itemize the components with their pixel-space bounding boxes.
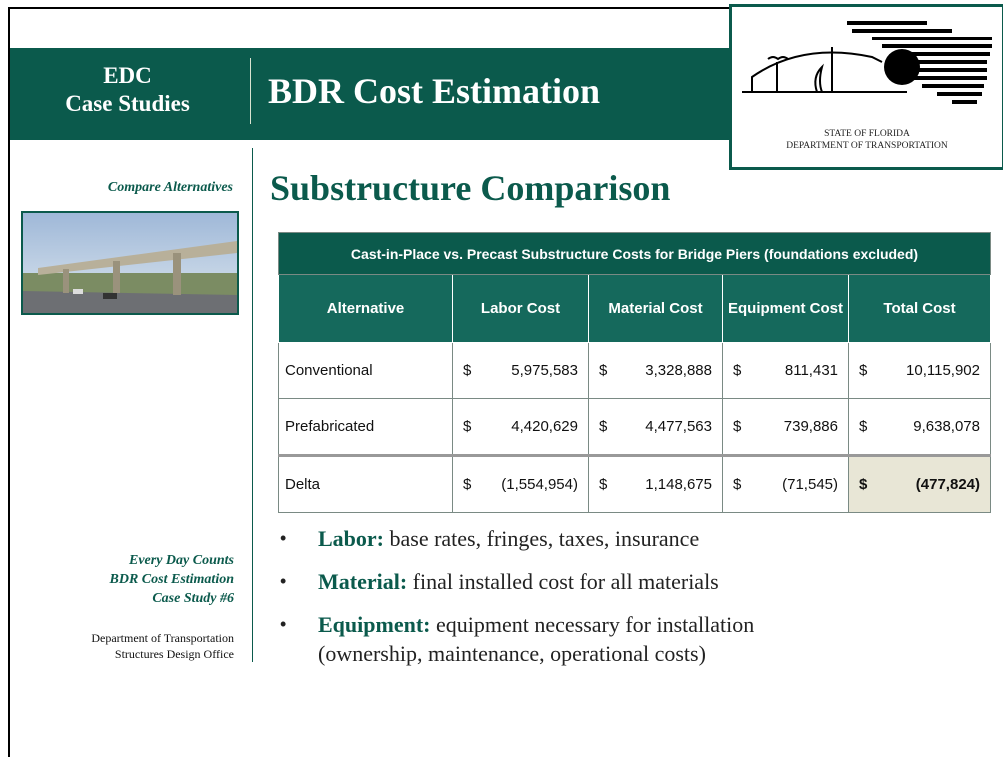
- cost-cell: $5,975,583: [452, 342, 589, 399]
- cost-cell: $ (71,545): [722, 454, 849, 513]
- cost-cell: $3,328,888: [588, 342, 723, 399]
- text: Department of Transportation: [91, 631, 234, 645]
- currency-symbol: $: [463, 362, 472, 379]
- sidebar-series: Every Day Counts BDR Cost Estimation Case …: [110, 551, 234, 608]
- bullet: Equipment: equipment necessary for insta…: [278, 610, 754, 668]
- header-row: Alternative Labor Cost Material Cost Equipm…: [278, 274, 991, 343]
- table-row: Prefabricated $4,420,629 $4,477,563 $739,88…: [278, 398, 991, 456]
- bullet-text: base rates, fringes, taxes, insurance: [389, 526, 700, 551]
- column-header: Equipment Cost: [722, 274, 849, 343]
- text: Every Day Counts: [129, 553, 234, 568]
- divider: [252, 148, 253, 662]
- table-row: Conventional $5,975,583 $3,328,888 $811,431…: [278, 342, 991, 399]
- bullet-text: equipment necessary for installation: [435, 612, 755, 637]
- amount: 4,420,629: [511, 418, 578, 435]
- amount: 10,115,902: [906, 362, 980, 379]
- text: Structures Design Office: [114, 647, 234, 661]
- column-header: Material Cost: [588, 274, 723, 343]
- divider: [250, 58, 251, 124]
- cost-table: Cast-in-Place vs. Precast Substructure C…: [278, 232, 991, 513]
- photo: [21, 211, 239, 315]
- amount: 9,638,078: [913, 418, 980, 435]
- amount: 1,148,675: [645, 476, 712, 493]
- frame-line: [8, 7, 733, 9]
- cost-cell: $ (1,554,954): [452, 454, 589, 513]
- bullet: Labor: base rates, fringes, taxes, insur…: [278, 524, 754, 553]
- amount: (71,545): [782, 476, 838, 493]
- bullet-term: Labor:: [318, 526, 384, 551]
- logo-art: [742, 21, 992, 104]
- frame-line: [8, 7, 10, 757]
- sidebar-office: Department of Transportation Structures D…: [91, 630, 234, 662]
- header-left-title: EDC Case Studies: [10, 62, 245, 118]
- row-label: Conventional: [278, 342, 453, 399]
- text: Case Studies: [65, 91, 190, 116]
- column-header: Total Cost: [848, 274, 991, 343]
- amount: 739,886: [783, 418, 838, 435]
- bullet: Material: final installed cost for all m…: [278, 567, 754, 596]
- text: BDR Cost Estimation: [109, 572, 234, 587]
- cost-cell: $ (477,824): [848, 454, 991, 513]
- currency-symbol: $: [599, 362, 608, 379]
- cost-cell: $4,420,629: [452, 398, 589, 456]
- cost-cell: $739,886: [722, 398, 849, 456]
- currency-symbol: $: [859, 476, 868, 493]
- row-label: Delta: [278, 454, 453, 513]
- table-row: Delta $ (1,554,954) $1,148,675 $ (71,545) $ (47…: [278, 454, 991, 513]
- currency-symbol: $: [859, 418, 868, 435]
- column-header: Labor Cost: [452, 274, 589, 343]
- header-band: [10, 48, 732, 140]
- text: STATE OF FLORIDA: [824, 129, 910, 139]
- amount: 4,477,563: [645, 418, 712, 435]
- cost-cell: $9,638,078: [848, 398, 991, 456]
- currency-symbol: $: [733, 418, 742, 435]
- column-header: Alternative: [278, 274, 453, 343]
- amount: (1,554,954): [501, 476, 578, 493]
- slide-title: Substructure Comparison: [270, 168, 671, 208]
- bullet-list: Labor: base rates, fringes, taxes, insur…: [278, 524, 754, 682]
- header-title: BDR Cost Estimation: [268, 71, 601, 111]
- bullet-text: final installed cost for all materials: [412, 569, 719, 594]
- cost-cell: $4,477,563: [588, 398, 723, 456]
- text: Case Study #6: [152, 591, 234, 606]
- currency-symbol: $: [463, 418, 472, 435]
- currency-symbol: $: [733, 476, 742, 493]
- logo-text: STATE OF FLORIDA DEPARTMENT OF TRANSPORTA…: [732, 128, 1002, 152]
- currency-symbol: $: [463, 476, 472, 493]
- cost-cell: $1,148,675: [588, 454, 723, 513]
- bullet-term: Equipment:: [318, 612, 431, 637]
- currency-symbol: $: [599, 418, 608, 435]
- currency-symbol: $: [859, 362, 868, 379]
- logo: STATE OF FLORIDA DEPARTMENT OF TRANSPORTA…: [729, 4, 1003, 170]
- bullet-text: (ownership, maintenance, operational cos…: [318, 641, 706, 666]
- currency-symbol: $: [733, 362, 742, 379]
- sidebar-caption: Compare Alternatives: [107, 180, 233, 195]
- amount: 811,431: [784, 362, 838, 379]
- text: DEPARTMENT OF TRANSPORTATION: [786, 141, 948, 151]
- bullet-term: Material:: [318, 569, 408, 594]
- text: EDC: [103, 63, 152, 88]
- cost-cell: $10,115,902: [848, 342, 991, 399]
- amount: (477,824): [915, 476, 980, 493]
- currency-symbol: $: [599, 476, 608, 493]
- row-label: Prefabricated: [278, 398, 453, 456]
- cost-cell: $811,431: [722, 342, 849, 399]
- amount: 3,328,888: [645, 362, 712, 379]
- amount: 5,975,583: [511, 362, 578, 379]
- table-caption: Cast-in-Place vs. Precast Substructure C…: [278, 232, 991, 275]
